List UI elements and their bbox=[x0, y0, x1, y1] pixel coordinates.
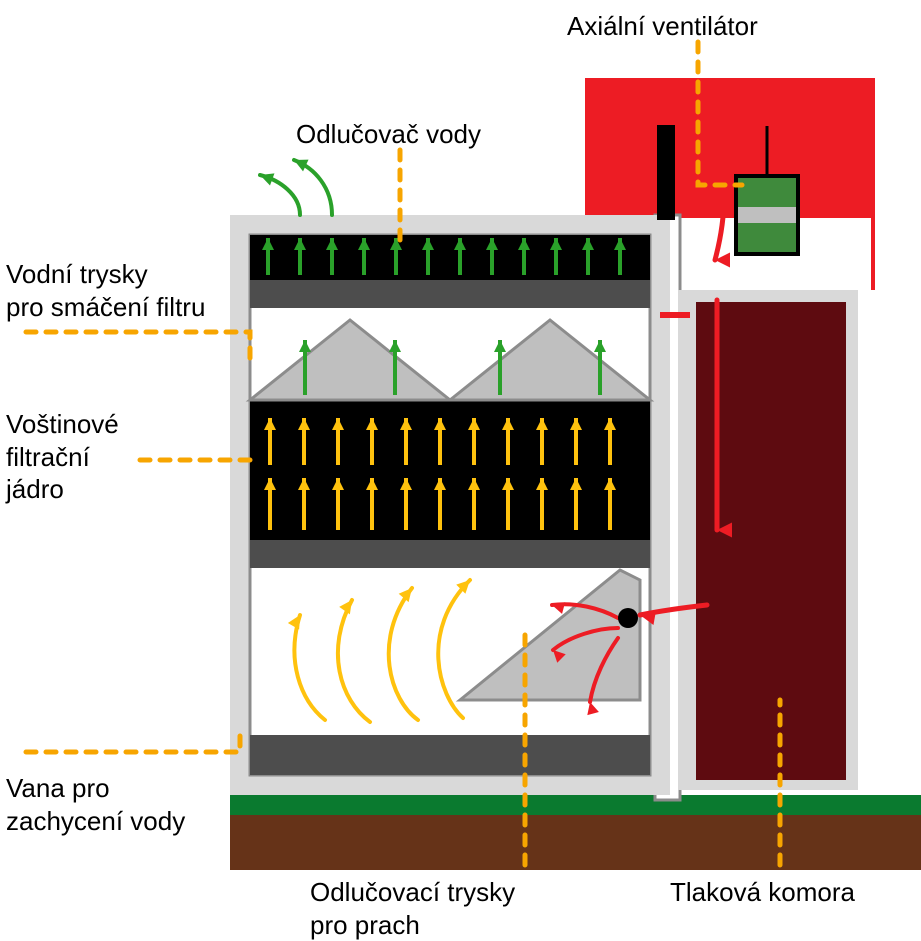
label-dust-jets: Odlučovací trysky pro prach bbox=[310, 876, 515, 941]
label-honeycomb: Voštinové filtrační jádro bbox=[6, 408, 119, 506]
diagram-canvas: Axiální ventilátor Odlučovač vody Vodní … bbox=[0, 0, 921, 938]
label-pressure-chamber: Tlaková komora bbox=[670, 876, 855, 909]
label-water-separator: Odlučovač vody bbox=[296, 118, 481, 151]
label-water-tray: Vana pro zachycení vody bbox=[6, 772, 185, 837]
label-axial-fan: Axiální ventilátor bbox=[567, 10, 758, 43]
label-water-jets: Vodní trysky pro smáčení filtru bbox=[6, 258, 205, 323]
